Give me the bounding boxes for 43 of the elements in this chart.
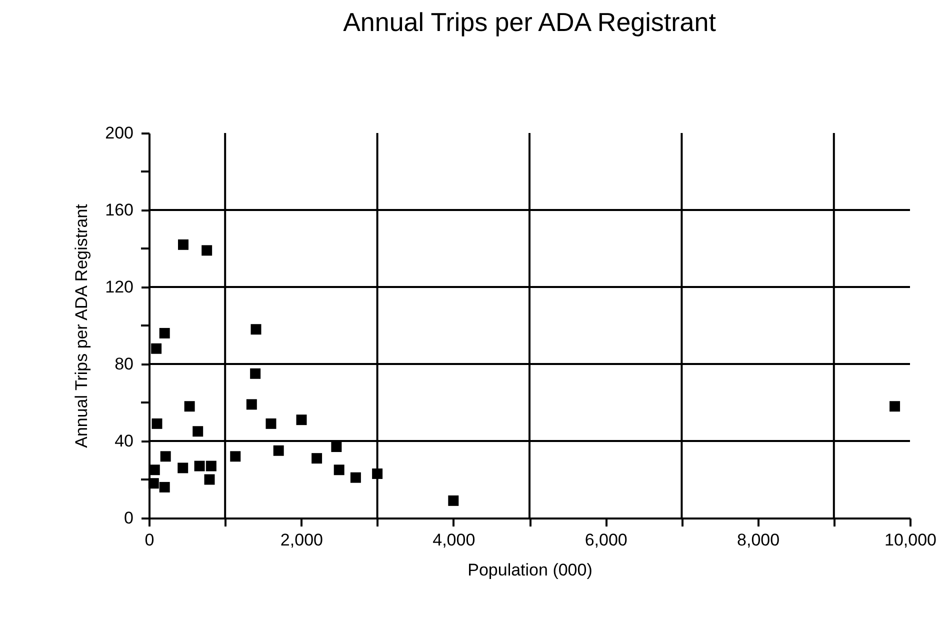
- point: [204, 474, 215, 485]
- x-tick-label: 2,000: [280, 530, 323, 550]
- point: [159, 482, 170, 492]
- y-tick-label: 160: [105, 200, 134, 220]
- y-tick-label: 200: [105, 124, 134, 142]
- point: [206, 460, 216, 472]
- y-axis-title: Annual Trips per ADA Registrant: [72, 204, 92, 448]
- point: [152, 418, 162, 429]
- point: [448, 495, 459, 506]
- x-axis-title: Population (000): [468, 560, 592, 580]
- point: [149, 464, 160, 476]
- y-tick-label: 40: [114, 432, 134, 450]
- point: [194, 460, 205, 472]
- point: [266, 418, 276, 429]
- x-tick-label: 0: [144, 530, 154, 550]
- point: [151, 343, 162, 354]
- point: [246, 399, 257, 410]
- chart-title: Annual Trips per ADA Registrant: [343, 7, 717, 37]
- point: [160, 451, 171, 462]
- y-tick-label: 120: [105, 278, 134, 296]
- point: [296, 414, 307, 426]
- point: [331, 442, 342, 452]
- point: [334, 464, 344, 476]
- point: [202, 245, 212, 256]
- x-tick-label: 8,000: [737, 530, 780, 550]
- x-tick-label: 10,000: [884, 530, 936, 550]
- point: [178, 462, 188, 474]
- x-tick-label: 6,000: [584, 530, 628, 550]
- point: [273, 445, 284, 456]
- point: [230, 451, 241, 462]
- point: [890, 401, 900, 412]
- y-tick-label: 80: [114, 354, 134, 374]
- y-tick-label: 0: [124, 508, 134, 528]
- x-tick-label: 4,000: [432, 530, 476, 550]
- point: [184, 401, 195, 412]
- point: [178, 239, 188, 250]
- point: [250, 324, 262, 335]
- point: [250, 368, 261, 379]
- point: [312, 453, 322, 464]
- point: [350, 472, 361, 483]
- point: [192, 426, 204, 437]
- point: [159, 328, 170, 338]
- point: [148, 478, 159, 489]
